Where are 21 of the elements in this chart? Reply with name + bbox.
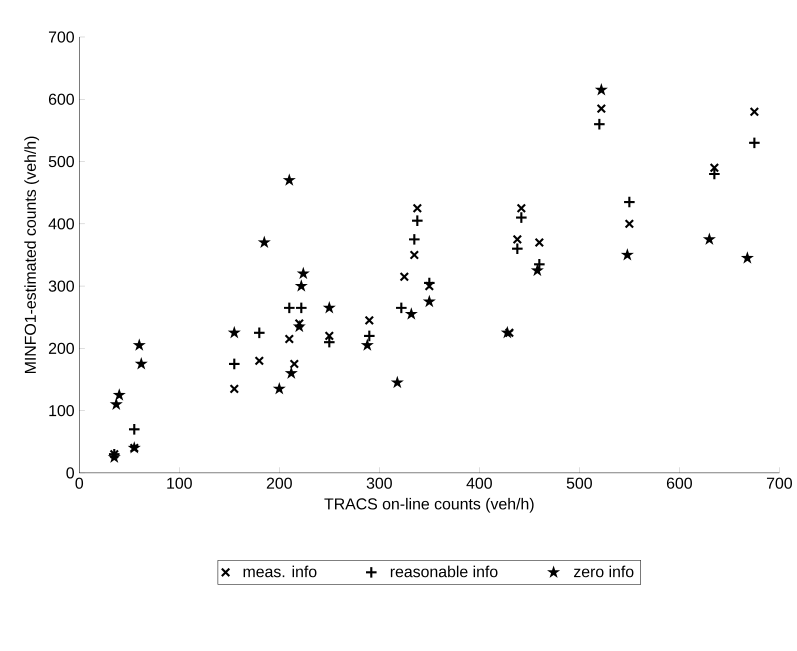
x-tick-label: 700 <box>766 477 792 489</box>
y-tick-label: 0 <box>66 467 74 478</box>
x-tick-label: 400 <box>466 477 492 489</box>
x-axis-title: TRACS on-line counts (veh/h) <box>324 498 534 513</box>
y-tick-label: 200 <box>48 342 74 354</box>
legend-label: zero info <box>574 566 634 578</box>
y-tick-label: 500 <box>48 156 74 168</box>
x-tick-label: 100 <box>167 477 192 489</box>
x-tick-label: 0 <box>75 477 84 489</box>
y-axis-title: MINFO1-estimated counts (veh/h) <box>24 136 40 373</box>
x-tick-label: 200 <box>266 477 292 489</box>
x-tick-label: 300 <box>366 477 392 489</box>
y-tick-label: 100 <box>49 404 74 416</box>
x-tick-label: 500 <box>566 477 592 489</box>
y-tick-label: 400 <box>48 218 74 230</box>
y-tick-label: 600 <box>48 94 74 105</box>
y-tick-label: 300 <box>48 280 74 292</box>
x-tick-label: 600 <box>666 477 692 489</box>
y-tick-label: 700 <box>48 31 74 42</box>
legend-label: meas. info <box>244 566 316 578</box>
legend-label: reasonable info <box>390 566 498 578</box>
